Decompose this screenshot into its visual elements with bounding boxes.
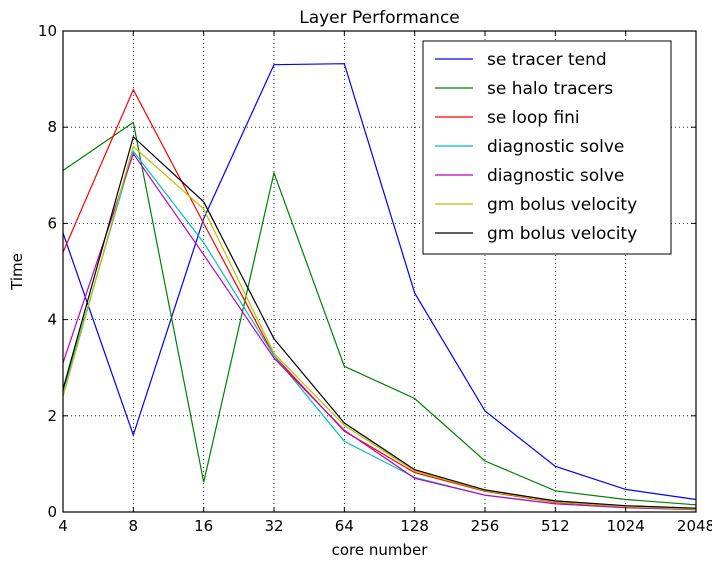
tick-labels: 4 8 16 32 64 128 256 512 1024 2048 0 2 4 6 8 10 xyxy=(38,22,712,535)
x-tick-label: 16 xyxy=(194,517,213,535)
x-tick-label: 64 xyxy=(335,517,354,535)
x-tick-label: 128 xyxy=(400,517,429,535)
y-tick-label: 0 xyxy=(47,503,57,521)
ticks xyxy=(62,30,697,513)
series-line-7 xyxy=(62,135,697,509)
legend-entry: se tracer tend xyxy=(487,50,607,70)
x-tick-label: 1024 xyxy=(607,517,645,535)
x-tick-label: 8 xyxy=(129,517,139,535)
series-line-6 xyxy=(62,145,697,510)
x-tick-label: 4 xyxy=(58,517,68,535)
y-tick-label: 4 xyxy=(47,311,57,329)
x-tick-label: 512 xyxy=(541,517,570,535)
series-line-5 xyxy=(62,152,697,511)
y-tick-label: 2 xyxy=(47,407,57,425)
y-tick-label: 10 xyxy=(38,22,57,40)
y-axis-label: Time xyxy=(8,253,26,291)
legend-entry: gm bolus velocity xyxy=(487,195,637,215)
y-tick-label: 6 xyxy=(47,214,57,232)
series-line-2 xyxy=(62,121,697,506)
x-tick-label: 2048 xyxy=(677,517,712,535)
legend-entry: gm bolus velocity xyxy=(487,224,637,244)
y-tick-label: 8 xyxy=(47,118,57,136)
x-tick-label: 32 xyxy=(264,517,283,535)
legend-entry: diagnostic solve xyxy=(487,137,624,157)
legend-entry: diagnostic solve xyxy=(487,166,624,186)
chart-title: Layer Performance xyxy=(299,8,460,28)
plot-frame xyxy=(62,30,697,513)
x-axis-label: core number xyxy=(332,541,429,559)
legend-entry: se halo tracers xyxy=(487,79,613,99)
series-group xyxy=(62,63,697,511)
legend: se tracer tend se halo tracers se loop fin… xyxy=(422,40,672,255)
legend-box xyxy=(422,40,672,255)
series-line-1 xyxy=(62,63,697,501)
x-tick-label: 256 xyxy=(471,517,500,535)
legend-entry: se loop fini xyxy=(487,108,580,128)
